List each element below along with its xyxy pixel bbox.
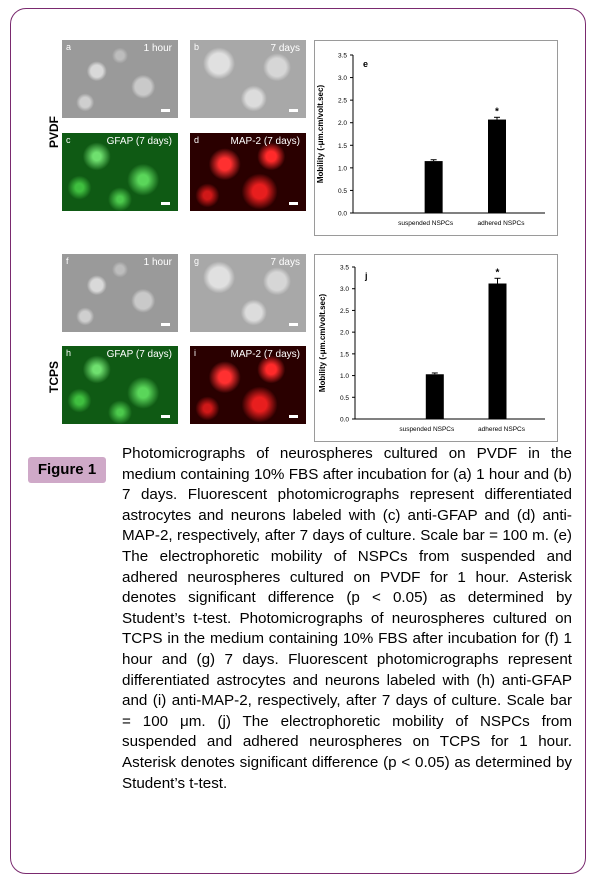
y-tick-label: 3.5 — [340, 265, 349, 272]
y-tick-label: 0.0 — [338, 211, 347, 218]
x-category-label: suspended NSPCs — [398, 220, 454, 227]
panel-letter-chart: j — [364, 271, 368, 281]
x-category-label: suspended NSPCs — [399, 426, 455, 433]
mobility-chart-e: 0.0 0.5 1.0 1.5 2.0 2.5 3.0 3.5 Mobility (-μm.cm… — [314, 40, 558, 236]
scale-bar — [289, 415, 298, 418]
scale-bar — [161, 202, 170, 205]
figure-caption: Photomicrographs of neurospheres culture… — [122, 445, 572, 792]
bar — [488, 283, 507, 419]
bar — [425, 374, 444, 419]
mobility-chart-j: 0.0 0.5 1.0 1.5 2.0 2.5 3.0 3.5 Mobility (-μm.cm… — [314, 254, 558, 442]
panel-tag: MAP-2 (7 days) — [230, 349, 300, 360]
row-label-tcps: TCPS — [47, 360, 61, 393]
bar — [424, 161, 443, 213]
y-tick-label: 1.5 — [340, 351, 349, 358]
panel-tag: 1 hour — [143, 43, 172, 54]
y-tick-label: 2.5 — [340, 308, 349, 315]
x-category-label: adhered NSPCs — [478, 220, 526, 227]
y-tick-label: 1.0 — [338, 165, 347, 172]
y-axis-label: Mobility (-μm.cm/volt.sec) — [318, 294, 327, 393]
scale-bar — [289, 323, 298, 326]
y-axis-label: Mobility (-μm.cm/volt.sec) — [316, 85, 325, 184]
micrograph-a: a 1 hour — [62, 40, 178, 118]
panel-letter-chart: e — [363, 59, 368, 69]
panel-letter: f — [66, 256, 69, 266]
mobility-chart-e-svg: 0.0 0.5 1.0 1.5 2.0 2.5 3.0 3.5 Mobility (-μm.cm… — [316, 53, 545, 227]
scale-bar — [161, 415, 170, 418]
y-tick-label: 2.0 — [338, 120, 347, 127]
micrograph-c: c GFAP (7 days) — [62, 133, 178, 211]
figure-label: Figure 1 — [28, 457, 106, 483]
y-tick-label: 1.5 — [338, 143, 347, 150]
panel-letter: b — [194, 42, 200, 52]
panel-letter: c — [66, 135, 71, 145]
panel-letter: a — [66, 42, 72, 52]
micrograph-i: i MAP-2 (7 days) — [190, 346, 306, 424]
panel-letter: h — [66, 348, 72, 358]
figure-frame — [10, 8, 586, 874]
y-tick-label: 2.0 — [340, 330, 349, 337]
significance-marker: * — [495, 106, 499, 117]
y-tick-label: 0.0 — [340, 417, 349, 424]
row-label-pvdf: PVDF — [47, 115, 61, 148]
panel-tag: GFAP (7 days) — [106, 349, 172, 360]
panel-tag: 7 days — [270, 43, 300, 54]
panel-tag: 1 hour — [143, 257, 172, 268]
y-tick-label: 3.0 — [338, 75, 347, 82]
panel-letter: d — [194, 135, 200, 145]
scale-bar — [161, 323, 170, 326]
panel-tag: GFAP (7 days) — [106, 136, 172, 147]
y-tick-label: 3.0 — [340, 286, 349, 293]
y-tick-label: 0.5 — [338, 188, 347, 195]
micrograph-f: f 1 hour — [62, 254, 178, 332]
y-tick-label: 0.5 — [340, 395, 349, 402]
scale-bar — [289, 109, 298, 112]
micrograph-g: g 7 days — [190, 254, 306, 332]
scale-bar — [161, 109, 170, 112]
scale-bar — [289, 202, 298, 205]
panel-tag: 7 days — [270, 257, 300, 268]
micrograph-b: b 7 days — [190, 40, 306, 118]
panel-letter: i — [194, 348, 196, 358]
significance-marker: * — [496, 267, 500, 278]
y-tick-label: 1.0 — [340, 373, 349, 380]
micrograph-d: d MAP-2 (7 days) — [190, 133, 306, 211]
x-category-label: adhered NSPCs — [478, 426, 526, 433]
panel-tag: MAP-2 (7 days) — [230, 136, 300, 147]
micrograph-h: h GFAP (7 days) — [62, 346, 178, 424]
panel-letter: g — [194, 256, 200, 266]
bar — [488, 119, 506, 213]
mobility-chart-j-svg: 0.0 0.5 1.0 1.5 2.0 2.5 3.0 3.5 Mobility (-μm.cm… — [318, 265, 545, 433]
y-tick-label: 2.5 — [338, 98, 347, 105]
y-tick-label: 3.5 — [338, 53, 347, 60]
